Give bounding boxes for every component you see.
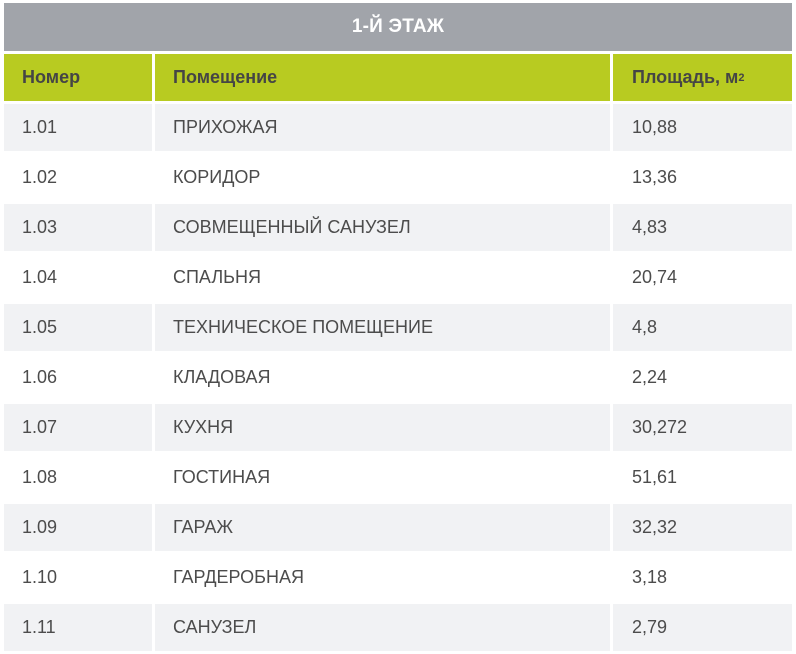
cell-area: 32,32 — [613, 504, 792, 551]
cell-number: 1.07 — [4, 404, 152, 451]
cell-number: 1.08 — [4, 454, 152, 501]
cell-area: 10,88 — [613, 104, 792, 151]
cell-room: ГАРДЕРОБНАЯ — [155, 554, 610, 601]
cell-area: 2,24 — [613, 354, 792, 401]
column-header-room: Помещение — [155, 54, 610, 101]
cell-number: 1.10 — [4, 554, 152, 601]
cell-room: СПАЛЬНЯ — [155, 254, 610, 301]
cell-room: ТЕХНИЧЕСКОЕ ПОМЕЩЕНИЕ — [155, 304, 610, 351]
column-header-area-label: Площадь, м — [632, 67, 739, 87]
cell-area: 20,74 — [613, 254, 792, 301]
cell-room: САНУЗЕЛ — [155, 604, 610, 651]
cell-number: 1.02 — [4, 154, 152, 201]
cell-area: 3,18 — [613, 554, 792, 601]
cell-area: 30,272 — [613, 404, 792, 451]
cell-room: КУХНЯ — [155, 404, 610, 451]
cell-room: ГАРАЖ — [155, 504, 610, 551]
cell-room: СОВМЕЩЕННЫЙ САНУЗЕЛ — [155, 204, 610, 251]
cell-number: 1.05 — [4, 304, 152, 351]
cell-room: ПРИХОЖАЯ — [155, 104, 610, 151]
cell-number: 1.04 — [4, 254, 152, 301]
cell-area: 2,79 — [613, 604, 792, 651]
cell-number: 1.11 — [4, 604, 152, 651]
cell-area: 13,36 — [613, 154, 792, 201]
cell-room: КОРИДОР — [155, 154, 610, 201]
table-title: 1-Й ЭТАЖ — [4, 3, 792, 51]
cell-area: 4,83 — [613, 204, 792, 251]
column-header-number: Номер — [4, 54, 152, 101]
cell-number: 1.03 — [4, 204, 152, 251]
cell-number: 1.01 — [4, 104, 152, 151]
cell-room: ГОСТИНАЯ — [155, 454, 610, 501]
cell-area: 51,61 — [613, 454, 792, 501]
cell-number: 1.06 — [4, 354, 152, 401]
cell-number: 1.09 — [4, 504, 152, 551]
cell-room: КЛАДОВАЯ — [155, 354, 610, 401]
cell-area: 4,8 — [613, 304, 792, 351]
